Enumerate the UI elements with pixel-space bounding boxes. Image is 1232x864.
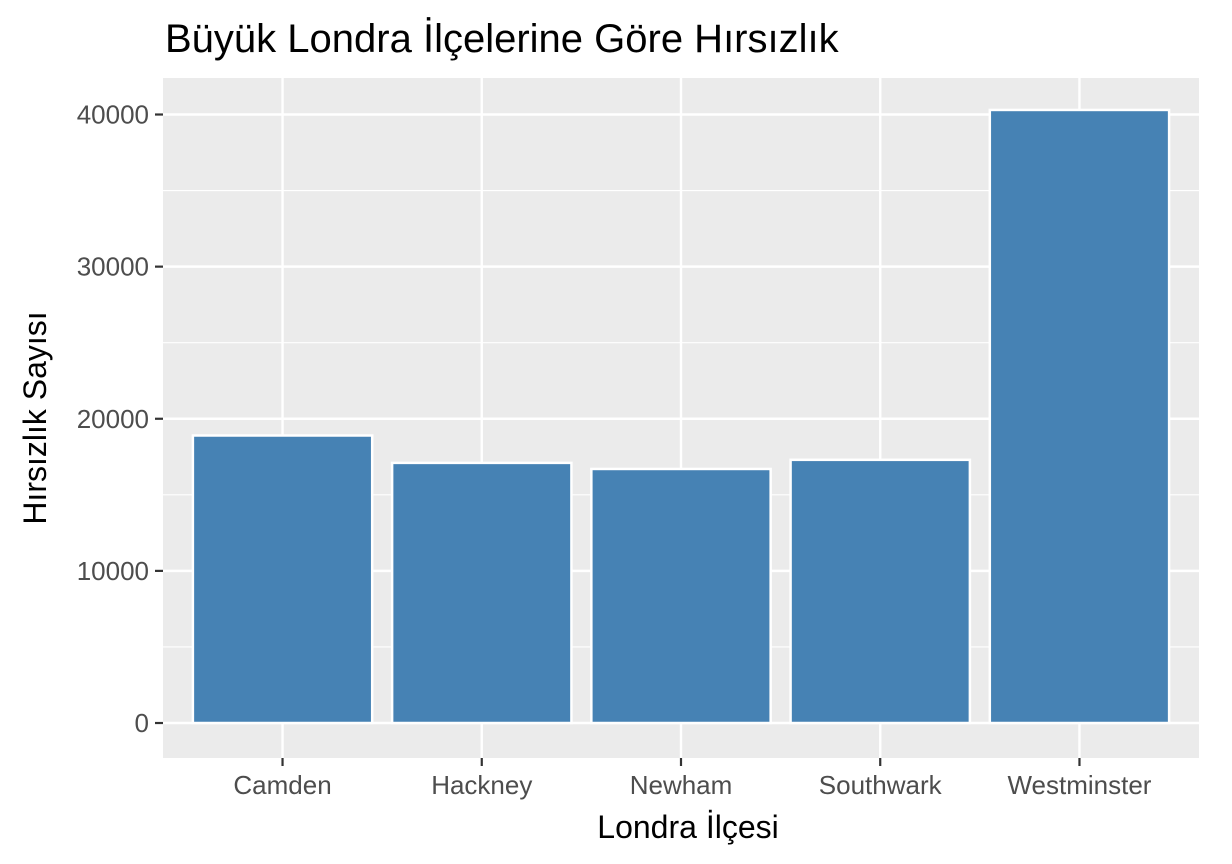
bar-southwark <box>789 458 972 725</box>
chart-title: Büyük Londra İlçelerine Göre Hırsızlık <box>165 16 840 61</box>
y-axis-title: Hırsızlık Sayısı <box>17 311 53 524</box>
y-tick-label: 0 <box>135 708 149 738</box>
x-tick-label: Westminster <box>1007 770 1151 800</box>
y-tick-label: 40000 <box>77 100 149 130</box>
bar-layer <box>191 108 1171 725</box>
bar-newham <box>590 467 772 725</box>
y-tick-label: 10000 <box>77 556 149 586</box>
bar-westminster <box>988 108 1171 725</box>
x-tick-label: Camden <box>233 770 331 800</box>
y-tick-label: 30000 <box>77 252 149 282</box>
x-tick-label: Southwark <box>819 770 943 800</box>
bar-hackney <box>390 461 573 725</box>
y-tick-label: 20000 <box>77 404 149 434</box>
bar-camden <box>191 434 374 725</box>
x-tick-label: Newham <box>630 770 733 800</box>
axis-layer: 0 10000 20000 30000 40000 Camden Hackney Newham… <box>77 100 1152 800</box>
x-axis-title: Londra İlçesi <box>597 809 778 845</box>
x-tick-label: Hackney <box>431 770 532 800</box>
